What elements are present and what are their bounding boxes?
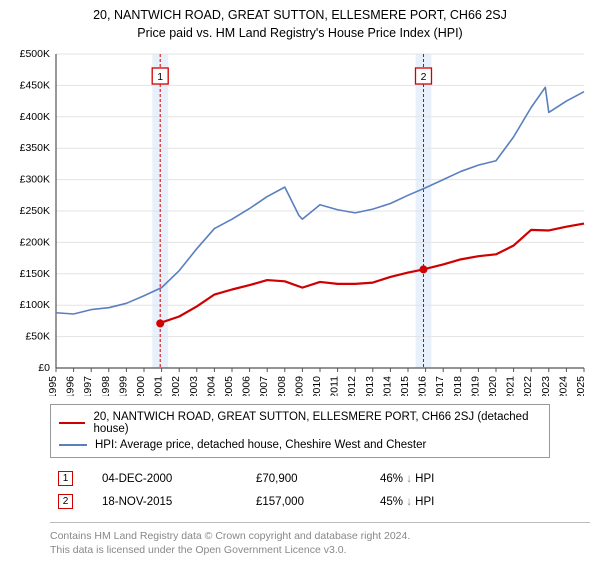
marker-row: 218-NOV-2015£157,00045% ↓ HPI [52,491,588,512]
series-dot [419,265,427,273]
marker-table: 104-DEC-2000£70,90046% ↓ HPI218-NOV-2015… [50,466,590,514]
title-line-1: 20, NANTWICH ROAD, GREAT SUTTON, ELLESME… [10,8,590,22]
x-tick-label: 2004 [205,376,217,396]
y-tick-label: £350K [20,142,50,154]
legend-swatch [59,422,85,424]
footer: Contains HM Land Registry data © Crown c… [50,522,590,557]
x-tick-label: 1999 [117,376,129,396]
x-tick-label: 2009 [293,376,305,396]
y-tick-label: £150K [20,268,50,280]
y-tick-label: £400K [20,111,50,123]
legend-swatch [59,444,87,446]
marker-pct: 46% ↓ HPI [374,468,588,489]
x-tick-label: 2017 [434,376,446,396]
x-tick-label: 2018 [452,376,464,396]
y-tick-label: £100K [20,299,50,311]
x-tick-label: 2015 [399,376,411,396]
y-tick-label: £500K [20,48,50,60]
x-tick-label: 2023 [540,376,552,396]
marker-pct: 45% ↓ HPI [374,491,588,512]
legend-label: 20, NANTWICH ROAD, GREAT SUTTON, ELLESME… [93,411,541,435]
y-tick-label: £250K [20,205,50,217]
x-tick-label: 2025 [575,376,587,396]
x-tick-label: 2020 [487,376,499,396]
x-tick-label: 2022 [522,376,534,396]
y-tick-label: £450K [20,79,50,91]
x-tick-label: 2005 [223,376,235,396]
x-tick-label: 2019 [469,376,481,396]
x-tick-label: 1996 [65,376,77,396]
chart-svg: £0 £50K £100K £150K £200K £250K £300K £350K £400… [10,46,590,396]
x-tick-label: 2003 [188,376,200,396]
title-line-2: Price paid vs. HM Land Registry's House … [10,26,590,40]
y-tick-label: £200K [20,236,50,248]
marker-date: 18-NOV-2015 [96,491,248,512]
chart-area: £0 £50K £100K £150K £200K £250K £300K £350K £400… [10,46,590,396]
x-tick-label: 2000 [135,376,147,396]
x-tick-label: 2014 [381,376,393,396]
legend-row: 20, NANTWICH ROAD, GREAT SUTTON, ELLESME… [59,409,541,437]
x-tick-label: 1997 [82,376,94,396]
marker-price: £157,000 [250,491,372,512]
x-tick-label: 2013 [364,376,376,396]
footer-line-2: This data is licensed under the Open Gov… [50,543,590,557]
marker-row: 104-DEC-2000£70,90046% ↓ HPI [52,468,588,489]
x-tick-label: 2021 [505,376,517,396]
chart-container: 20, NANTWICH ROAD, GREAT SUTTON, ELLESME… [0,0,600,563]
series-dot [156,319,164,327]
marker-price: £70,900 [250,468,372,489]
y-tick-label: £300K [20,174,50,186]
marker-id: 1 [52,468,94,489]
x-tick-label: 2010 [311,376,323,396]
x-tick-label: 1998 [100,376,112,396]
x-tick-label: 2007 [258,376,270,396]
x-tick-label: 1995 [47,376,59,396]
y-tick-label: £0 [38,362,50,374]
marker-badge-label: 2 [421,71,427,83]
y-tick-label: £50K [25,331,50,343]
legend-row: HPI: Average price, detached house, Ches… [59,437,541,453]
footer-line-1: Contains HM Land Registry data © Crown c… [50,529,590,543]
x-tick-label: 2001 [153,376,165,396]
x-tick-label: 2011 [329,376,341,396]
x-tick-label: 2008 [276,376,288,396]
marker-id: 2 [52,491,94,512]
legend: 20, NANTWICH ROAD, GREAT SUTTON, ELLESME… [50,404,550,458]
legend-label: HPI: Average price, detached house, Ches… [95,439,426,451]
marker-badge-label: 1 [157,71,163,83]
x-tick-label: 2016 [417,376,429,396]
x-tick-label: 2002 [170,376,182,396]
x-tick-label: 2024 [557,376,569,396]
marker-date: 04-DEC-2000 [96,468,248,489]
x-tick-label: 2006 [241,376,253,396]
x-tick-label: 2012 [346,376,358,396]
